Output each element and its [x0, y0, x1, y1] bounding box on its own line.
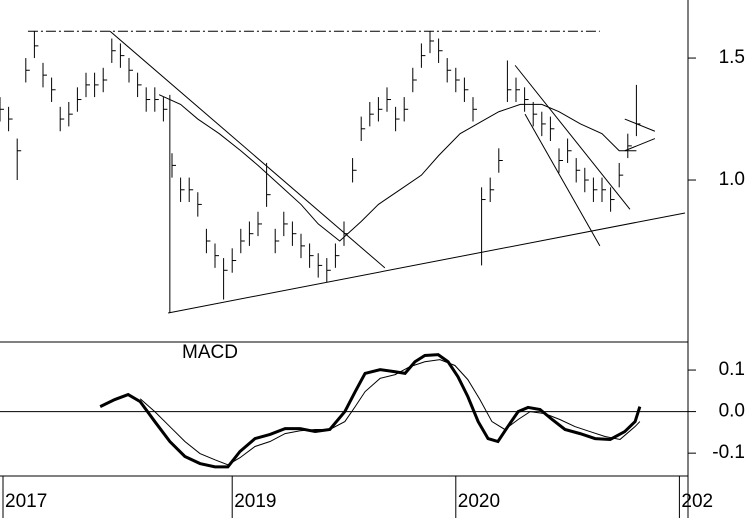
- y-tick-label: -0.1: [712, 442, 745, 463]
- trendline: [624, 138, 656, 152]
- x-tick-label: 2019: [234, 491, 276, 512]
- y-tick-label: 0.0: [719, 401, 745, 422]
- macd-line: [139, 359, 641, 466]
- x-tick-label: 2017: [5, 491, 47, 512]
- trendline: [168, 212, 686, 314]
- macd-title: MACD: [182, 342, 238, 363]
- x-tick-label: 202: [681, 491, 713, 512]
- moving-average: [158, 94, 637, 242]
- trendline: [524, 113, 601, 247]
- trendline: [624, 118, 656, 132]
- trendline: [109, 30, 386, 269]
- x-tick-label: 2020: [458, 491, 500, 512]
- y-tick-label: 1.5: [719, 47, 745, 68]
- macd-line: [99, 353, 642, 469]
- y-tick-label: 1.0: [719, 169, 745, 190]
- y-tick-label: 0.1: [719, 359, 745, 380]
- trendline: [514, 65, 631, 210]
